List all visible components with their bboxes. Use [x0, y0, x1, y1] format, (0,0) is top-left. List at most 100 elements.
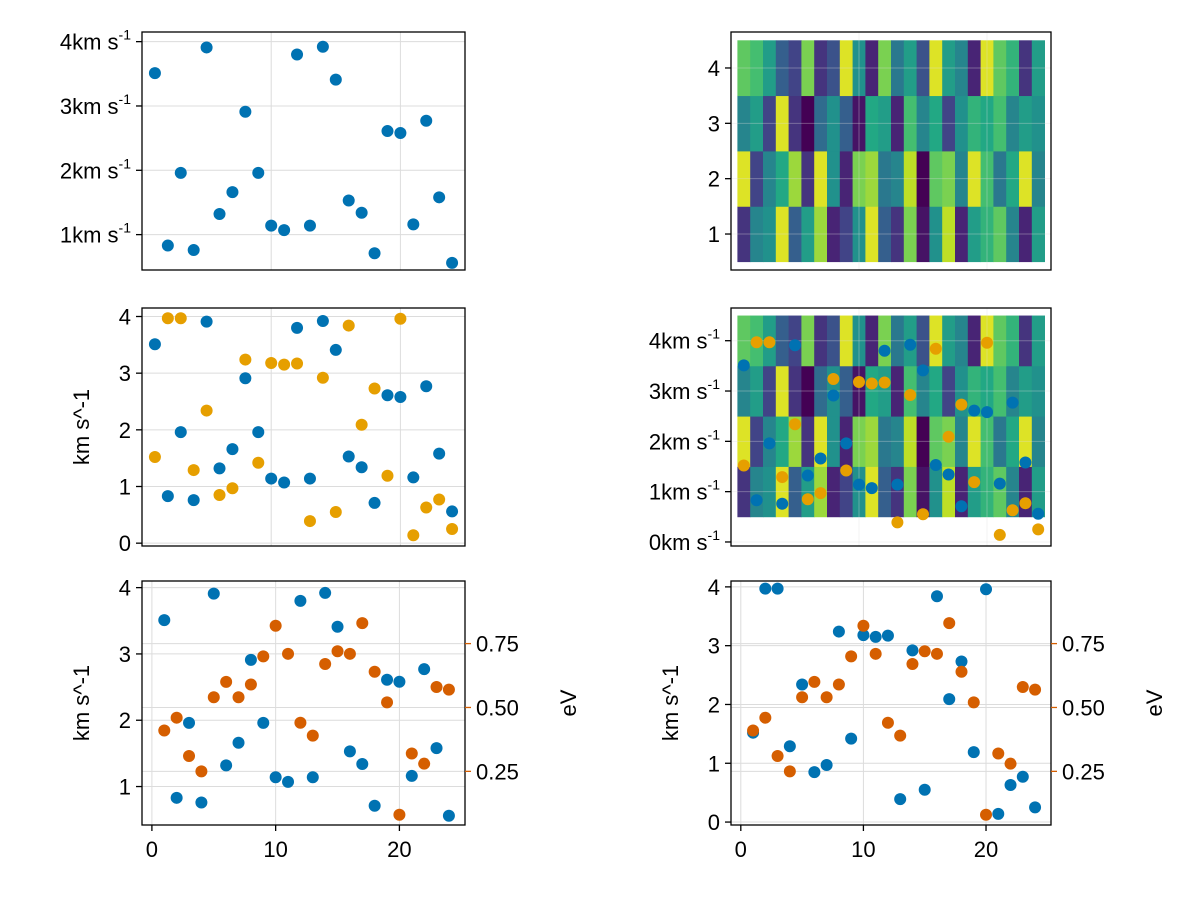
heatmap-cell: [775, 416, 789, 467]
scatter-point-orange: [904, 389, 917, 402]
y-tick-label: 4km s-1: [649, 326, 720, 354]
scatter-point-blue: [1004, 779, 1017, 792]
heatmap-cell: [878, 151, 892, 207]
heatmap-cell: [865, 151, 879, 207]
scatter-point-blue: [789, 339, 801, 352]
heatmap-cell: [763, 40, 777, 97]
scatter-point-vermillion: [747, 724, 760, 737]
scatter-point-orange: [878, 376, 891, 389]
heatmap-cell: [865, 416, 879, 467]
heatmap-cell: [827, 466, 841, 518]
scatter-point-blue: [394, 390, 407, 403]
scatter-point-blue: [894, 793, 907, 806]
heatmap-cell: [891, 466, 905, 518]
scatter-point-blue: [869, 630, 882, 643]
heatmap-cell: [891, 40, 905, 97]
scatter-point-orange: [891, 516, 904, 529]
scatter-point-blue: [1032, 507, 1045, 520]
scatter-point-vermillion: [930, 647, 943, 660]
scatter-point-blue: [968, 404, 981, 417]
scatter-point-blue: [918, 783, 931, 796]
scatter-point-blue: [170, 791, 183, 804]
heatmap-cell: [980, 466, 994, 518]
heatmap-cell: [980, 206, 994, 263]
y-tick-label: 3km s-1: [649, 376, 720, 404]
scatter-point-blue: [269, 771, 282, 784]
scatter-point-blue: [316, 40, 329, 53]
scatter-point-orange: [174, 312, 187, 325]
scatter-point-blue: [808, 766, 821, 779]
scatter-point-blue: [430, 742, 443, 755]
scatter-point-blue: [282, 775, 295, 788]
heatmap-cell: [763, 151, 777, 207]
scatter-point-blue: [306, 771, 319, 784]
scatter-point-orange: [865, 377, 878, 390]
scatter-point-blue: [331, 620, 344, 633]
scatter-point-vermillion: [881, 716, 894, 729]
y-tick-label: 2: [708, 167, 720, 192]
scatter-point-orange: [407, 529, 420, 542]
scatter-point-blue: [820, 759, 833, 772]
scatter-point-vermillion: [980, 808, 993, 821]
scatter-point-blue: [200, 41, 213, 54]
y-tick-label: 1: [119, 775, 131, 800]
scatter-point-orange: [303, 515, 316, 528]
scatter-point-blue: [1016, 770, 1029, 783]
scatter-point-vermillion: [820, 691, 833, 704]
heatmap-cell: [955, 315, 969, 367]
heatmap-cell: [737, 206, 751, 263]
panel-p5: 1 2 3 4 0 10 20 0.25 0.50 0.75 km s^-1 eV: [69, 576, 581, 862]
scatter-point-blue: [303, 472, 316, 485]
y-axis-label: km s^-1: [69, 389, 94, 465]
scatter-point-vermillion: [331, 645, 344, 658]
heatmap-cell: [993, 315, 1007, 367]
heatmap-cell: [980, 416, 994, 467]
scatter-point-orange: [342, 319, 355, 332]
heatmap-cell: [1031, 365, 1045, 417]
heatmap-cell: [916, 40, 930, 97]
scatter-point-blue: [783, 740, 796, 753]
heatmap-cell: [852, 151, 866, 207]
heatmap-cell: [827, 40, 841, 97]
scatter-point-blue: [917, 364, 929, 377]
scatter-point-vermillion: [918, 645, 931, 658]
scatter-point-blue: [1019, 456, 1032, 469]
heatmap-cell: [903, 95, 917, 152]
scatter-point-vermillion: [356, 617, 369, 630]
heatmap-cell: [929, 466, 943, 518]
scatter-point-blue: [252, 166, 265, 179]
scatter-point-blue: [278, 476, 291, 489]
heatmap-cell: [763, 95, 777, 152]
heatmap-cell: [929, 416, 943, 467]
scatter-point-vermillion: [771, 750, 784, 763]
scatter-point-orange: [316, 371, 329, 384]
scatter-point-blue: [148, 67, 161, 80]
scatter-point-vermillion: [894, 729, 907, 742]
heatmap-cell: [839, 40, 853, 97]
scatter-point-vermillion: [381, 696, 394, 709]
heatmap-cell: [891, 206, 905, 263]
scatter-point-blue: [343, 745, 356, 758]
scatter-point-vermillion: [869, 647, 882, 660]
scatter-point-blue: [433, 447, 446, 460]
scatter-point-blue: [967, 746, 980, 759]
y2-axis-label: eV: [556, 689, 581, 716]
heatmap-cell: [737, 315, 751, 367]
scatter-point-blue: [158, 614, 171, 627]
heatmap-cell: [1019, 40, 1033, 97]
heatmap-cell: [737, 95, 751, 152]
scatter-point-blue: [200, 315, 213, 328]
heatmap-cell: [801, 95, 815, 152]
heatmap-cell: [788, 206, 802, 263]
heatmap-cell: [1031, 206, 1045, 263]
scatter-point-vermillion: [1029, 683, 1042, 696]
heatmap-cell: [1019, 365, 1033, 417]
heatmap-cell: [980, 151, 994, 207]
scatter-point-blue: [207, 587, 220, 600]
heatmap-cell: [1019, 151, 1033, 207]
scatter-point-orange: [381, 469, 394, 482]
scatter-point-orange: [187, 464, 200, 477]
heatmap-cell: [929, 151, 943, 207]
scatter-point-blue: [294, 594, 307, 607]
scatter-point-blue: [420, 380, 433, 393]
